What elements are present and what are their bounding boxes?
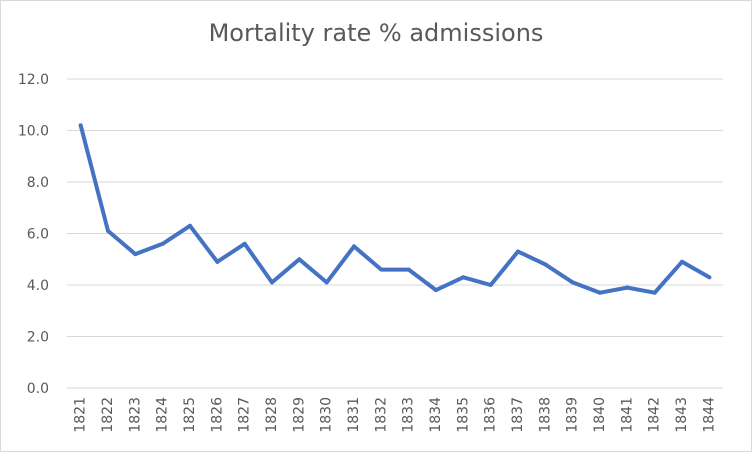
y-tick-label: 10.0 [18,124,49,140]
data-point [434,288,438,293]
data-point [242,241,247,246]
x-tick-label: 1833 [401,397,417,433]
x-tick-label: 1835 [455,397,471,433]
data-point [652,290,657,295]
data-point [188,223,192,228]
x-tick-label: 1827 [237,397,253,433]
x-tick-label: 1821 [73,397,89,433]
y-tick-label: 2.0 [27,330,49,346]
data-point [461,275,466,280]
x-tick-label: 1843 [674,397,690,433]
x-tick-label: 1836 [483,397,499,433]
x-tick-label: 1831 [346,397,362,433]
x-tick-label: 1842 [647,397,663,433]
x-tick-label: 1839 [565,397,581,433]
x-tick-label: 1834 [428,397,444,433]
data-point [324,280,329,285]
y-tick-label: 4.0 [27,278,49,294]
x-tick-label: 1826 [209,397,225,433]
y-tick-label: 12.0 [18,72,49,88]
data-point [488,283,493,287]
data-point [707,275,712,280]
data-point [133,252,138,257]
series-layer [78,123,712,295]
data-point [215,259,220,264]
series-line [78,123,712,295]
data-point [625,285,630,290]
gridlines [67,78,723,389]
x-tick-label: 1825 [182,397,198,433]
x-tick-label: 1844 [701,397,717,433]
data-point [598,290,602,295]
data-point [352,244,356,249]
x-axis-ticks: 1821 1822 1823 1824 1825 1826 1827 1828 1829 1830… [73,397,718,433]
data-point [379,267,384,272]
x-tick-label: 1822 [100,397,116,433]
x-tick-label: 1824 [155,397,171,433]
x-tick-label: 1823 [127,397,143,433]
data-point [543,262,548,267]
x-tick-label: 1841 [619,397,635,433]
data-point [270,280,274,285]
y-axis-ticks: 0.0 2.0 4.0 6.0 8.0 10.0 12.0 [18,72,49,397]
data-point [297,257,302,262]
y-tick-label: 6.0 [27,227,49,243]
data-point [680,259,684,264]
x-tick-label: 1837 [510,397,526,433]
data-point [106,228,110,233]
data-point [160,241,165,246]
data-point [570,280,575,285]
data-point [78,123,83,128]
x-tick-label: 1840 [592,397,608,433]
y-tick-label: 8.0 [27,175,49,191]
data-point [406,267,411,272]
x-tick-label: 1828 [264,397,280,433]
chart-title: Mortality rate % admissions [208,19,544,47]
data-point [516,249,520,254]
x-tick-label: 1830 [319,397,335,433]
x-tick-label: 1832 [373,397,389,433]
y-tick-label: 0.0 [27,381,49,397]
x-tick-label: 1838 [537,397,553,433]
x-tick-label: 1829 [291,397,307,433]
